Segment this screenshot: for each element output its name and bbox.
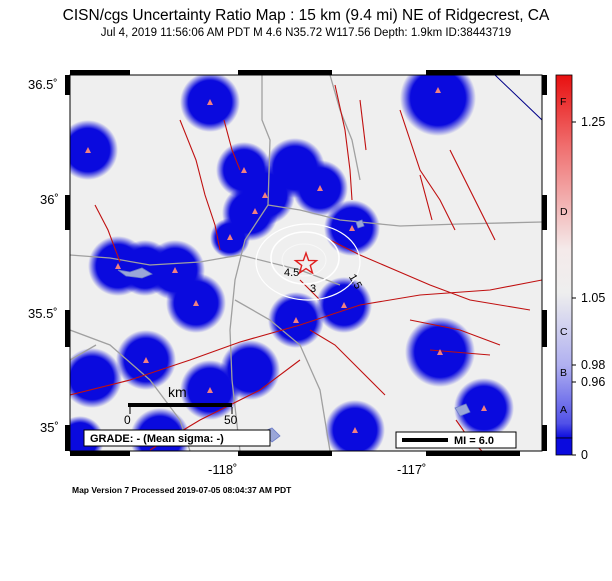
color-bar xyxy=(555,74,576,456)
grade-letter-f: F xyxy=(560,96,567,108)
scale-bar-end: 50 xyxy=(224,413,238,427)
colorbar-label-0-96: 0.96 xyxy=(581,375,606,389)
mi-label: MI = 6.0 xyxy=(454,435,494,447)
colorbar-label-0-98: 0.98 xyxy=(581,358,606,372)
mi-box xyxy=(395,431,517,449)
grade-letter-c: C xyxy=(560,326,568,338)
lat-label-35-5: 35.5˚ xyxy=(28,306,58,321)
stations xyxy=(85,87,487,433)
grade-letter-a: A xyxy=(560,404,568,416)
grade-label: GRADE: - (Mean sigma: -) xyxy=(90,433,224,445)
station-coverage xyxy=(70,75,514,451)
colorbar-label-1-25: 1.25 xyxy=(581,115,606,129)
scale-bar xyxy=(128,403,233,414)
epicenter-star xyxy=(293,250,319,275)
uncertainty-contours xyxy=(255,223,361,301)
state-border xyxy=(494,75,542,121)
contour-label-2: 3 xyxy=(310,283,316,295)
scale-bar-title: km xyxy=(168,384,187,400)
lat-label-36-5: 36.5˚ xyxy=(28,77,58,92)
lon-label-117: -117˚ xyxy=(397,462,427,477)
frame-ticks xyxy=(65,70,547,456)
colorbar-label-0: 0 xyxy=(581,448,588,462)
scale-bar-start: 0 xyxy=(124,413,131,427)
colorbar-label-1-05: 1.05 xyxy=(581,291,606,305)
grade-box xyxy=(83,429,271,447)
mi-bar xyxy=(402,438,448,442)
lat-label-35: 35˚ xyxy=(40,420,59,435)
lat-label-36: 36˚ xyxy=(40,192,59,207)
map-title: CISN/cgs Uncertainty Ratio Map : 15 km (… xyxy=(62,7,550,24)
processing-footer: Map Version 7 Processed 2019-07-05 08:04… xyxy=(72,485,292,495)
lon-label-118: -118˚ xyxy=(208,462,238,477)
grade-letter-b: B xyxy=(560,367,568,379)
contour-label-1: 4.5 xyxy=(284,267,299,279)
map-subtitle: Jul 4, 2019 11:56:06 AM PDT M 4.6 N35.72… xyxy=(100,27,512,39)
grade-letter-d: D xyxy=(560,206,568,218)
lakes xyxy=(117,219,471,443)
